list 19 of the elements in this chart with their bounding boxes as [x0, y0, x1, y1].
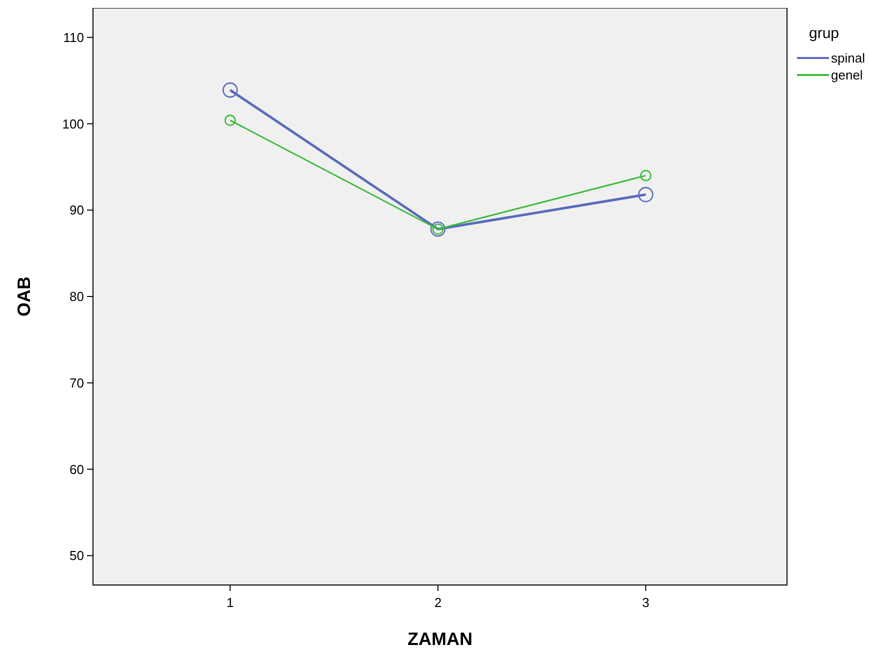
y-tick-label: 50	[70, 548, 84, 564]
x-tick-label: 2	[434, 595, 442, 610]
y-axis-title: OAB	[14, 276, 34, 316]
y-tick-label: 80	[70, 289, 84, 304]
point	[640, 170, 652, 182]
x-axis-title: ZAMAN	[408, 629, 472, 649]
legend-label: spinal	[831, 50, 866, 66]
y-tick-label: 100	[62, 116, 84, 132]
x-tick-label: 1	[226, 595, 234, 610]
point	[638, 186, 654, 202]
point	[224, 114, 236, 126]
y-tick-label: 70	[70, 375, 84, 390]
y-tick-label: 110	[63, 30, 84, 45]
x-tick-label: 3	[642, 595, 650, 610]
y-tick-label: 90	[70, 202, 84, 218]
y-tick-label: 60	[70, 462, 84, 477]
legend-title: grup	[809, 25, 840, 42]
point	[222, 82, 238, 98]
legend-label: genel	[831, 68, 863, 83]
